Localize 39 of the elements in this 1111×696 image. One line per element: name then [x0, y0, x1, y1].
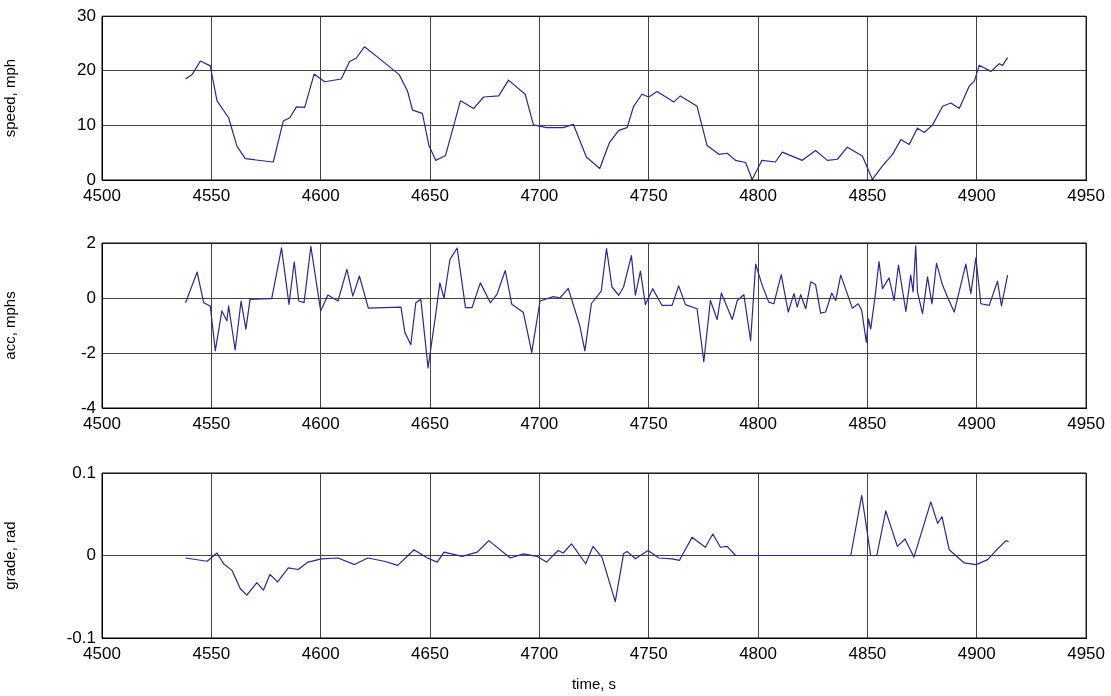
y-tick-label: 0	[86, 287, 96, 307]
y-axis-title: grade, rad	[1, 521, 19, 590]
y-tick-label: -2	[80, 342, 96, 362]
x-tick-label: 4600	[301, 643, 340, 663]
x-tick-label: 4550	[192, 413, 231, 433]
x-tick-label: 4850	[848, 185, 887, 205]
x-tick-label: 4700	[520, 185, 559, 205]
x-tick-label: 4550	[192, 185, 231, 205]
x-tick-label: 4800	[739, 413, 777, 433]
y-axis-title: acc, mphs	[1, 291, 19, 360]
x-tick-label: 4750	[629, 185, 668, 205]
x-tick-label: 4650	[411, 185, 449, 205]
x-tick-label: 4750	[629, 413, 668, 433]
x-tick-label: 4950	[1067, 643, 1105, 663]
x-tick-label: 4600	[301, 185, 340, 205]
x-tick-label: 4600	[301, 413, 340, 433]
y-tick-label: 20	[77, 60, 96, 80]
x-tick-label: 4900	[957, 413, 996, 433]
y-tick-label: 0	[86, 545, 96, 565]
x-tick-label: 4850	[848, 643, 887, 663]
x-tick-label: 4800	[739, 643, 777, 663]
x-tick-label: 4900	[957, 643, 996, 663]
y-tick-label: 2	[86, 232, 96, 252]
x-tick-label: 4950	[1067, 185, 1105, 205]
x-tick-label: 4900	[957, 185, 996, 205]
x-tick-label: 4800	[739, 185, 777, 205]
y-tick-label: 10	[77, 115, 96, 135]
x-tick-label: 4750	[629, 643, 668, 663]
y-tick-label: 30	[77, 5, 96, 25]
x-tick-label: 4950	[1067, 413, 1105, 433]
x-tick-label: 4650	[411, 413, 449, 433]
y-axis-title: speed, mph	[1, 58, 19, 138]
y-tick-label: 0.1	[72, 462, 96, 482]
x-tick-label: 4700	[520, 643, 559, 663]
x-tick-label: 4550	[192, 643, 231, 663]
x-tick-label: 4650	[411, 643, 449, 663]
x-tick-label: 4850	[848, 413, 887, 433]
x-tick-label: 4700	[520, 413, 559, 433]
x-axis-title: time, s	[571, 675, 617, 693]
